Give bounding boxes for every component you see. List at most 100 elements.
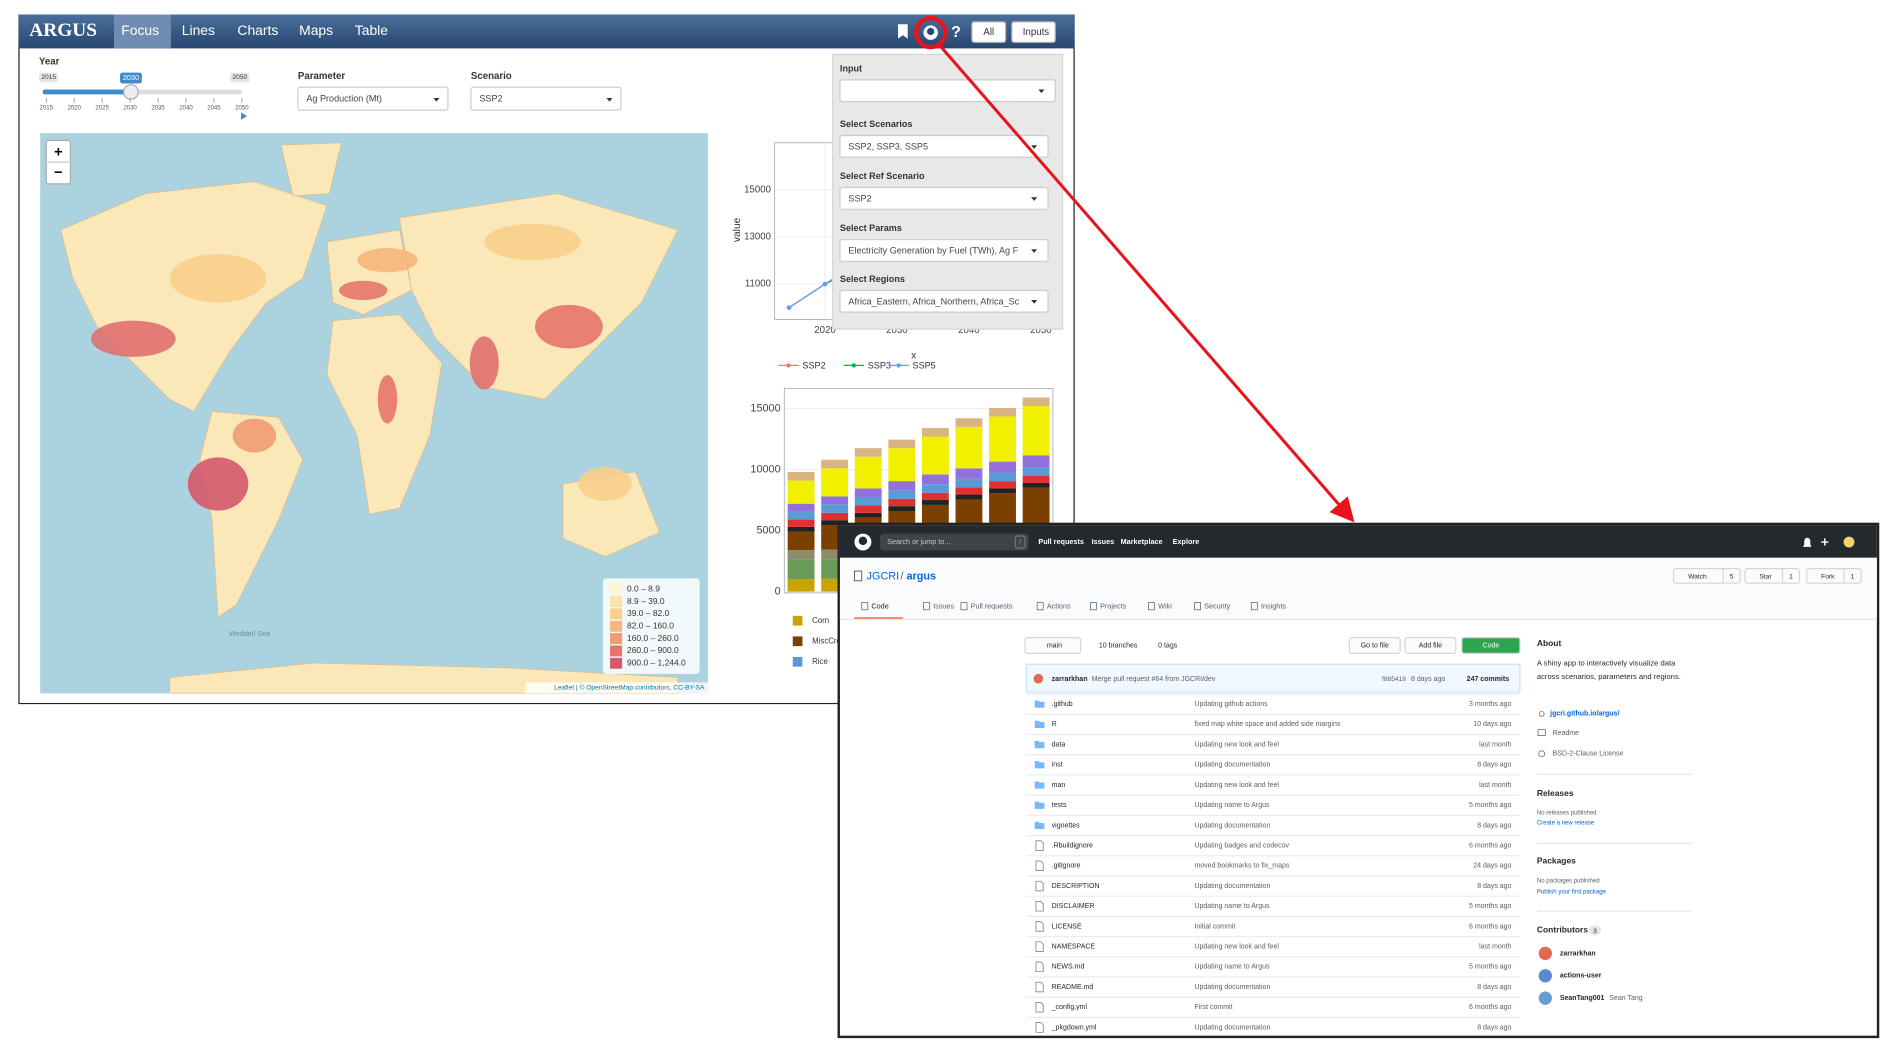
file-name[interactable]: DESCRIPTION (1052, 883, 1100, 890)
zoom-out[interactable]: − (54, 165, 62, 181)
file-name[interactable]: tests (1052, 802, 1067, 809)
packages-title[interactable]: Packages (1537, 856, 1576, 866)
repo-tab[interactable]: Insights (1261, 602, 1286, 611)
contributor-avatar[interactable] (1538, 969, 1552, 983)
gh-bell[interactable] (1803, 537, 1812, 547)
file-commit-message[interactable]: Updating new look and feel (1194, 782, 1279, 789)
file-name[interactable]: NAMESPACE (1052, 944, 1096, 951)
repo-action-button[interactable] (1744, 568, 1801, 584)
repo-action-count[interactable]: 1 (1851, 573, 1855, 580)
file-commit-message[interactable]: Updating github actions (1194, 701, 1268, 708)
file-commit-message[interactable]: moved bookmarks to fix_maps (1194, 863, 1289, 870)
file-name[interactable]: data (1052, 741, 1066, 748)
slider-handle[interactable] (123, 84, 139, 100)
tags-link[interactable]: 0 tags (1158, 642, 1178, 649)
scenario-value[interactable]: SSP2 (479, 94, 502, 104)
file-name[interactable]: DISCLAIMER (1052, 903, 1095, 910)
input-value[interactable]: Electricity Generation by Fuel (TWh), Ag… (848, 245, 1018, 255)
file-commit-message[interactable]: Updating documentation (1194, 1024, 1270, 1031)
file-name[interactable]: man (1052, 782, 1066, 789)
repo-action-count[interactable]: 5 (1730, 573, 1734, 580)
file-commit-message[interactable]: Updating badges and codecov (1194, 842, 1289, 849)
bookmark-icon[interactable] (898, 24, 908, 39)
repo-owner[interactable]: JGCRI (867, 570, 900, 582)
repo-action-button[interactable] (1806, 568, 1862, 584)
repo-action-label[interactable]: Star (1759, 573, 1772, 580)
contributor-avatar[interactable] (1538, 991, 1552, 1005)
nav-tab[interactable]: Charts (237, 22, 278, 38)
repo-button-label[interactable]: Code (1483, 642, 1500, 649)
file-commit-message[interactable]: Updating new look and feel (1194, 741, 1279, 748)
file-commit-message[interactable]: fixed map white space and added side mar… (1194, 721, 1340, 728)
contributor-login[interactable]: actions-user (1560, 973, 1602, 980)
all-button-label[interactable]: All (983, 27, 994, 38)
commit-count[interactable]: 247 commits (1467, 676, 1510, 683)
repo-tab[interactable]: Pull requests (971, 602, 1013, 611)
parameter-select[interactable] (297, 86, 449, 111)
file-commit-message[interactable]: First commit (1194, 1004, 1232, 1011)
gh-nav-link[interactable]: Pull requests (1038, 537, 1084, 546)
repo-tab[interactable]: Issues (933, 602, 954, 611)
input-value[interactable]: SSP2, SSP3, SSP5 (848, 141, 928, 151)
gh-plus[interactable] (1821, 538, 1829, 546)
input-value[interactable]: SSP2 (848, 193, 871, 203)
contributor-avatar[interactable] (1538, 946, 1552, 961)
packages-link[interactable]: Publish your first package (1537, 889, 1607, 895)
repo-tab[interactable]: Security (1204, 602, 1231, 611)
input-select[interactable] (839, 186, 1049, 210)
repo-button-label[interactable]: Add file (1419, 642, 1442, 649)
repo-tab[interactable]: Projects (1100, 602, 1127, 611)
all-button[interactable] (971, 21, 1007, 43)
contributor-login[interactable]: zarrarkhan (1560, 950, 1596, 957)
repo-button[interactable] (1461, 637, 1521, 654)
file-name[interactable]: LICENSE (1052, 923, 1082, 930)
nav-tab[interactable]: Maps (299, 22, 333, 38)
nav-tab[interactable]: Table (355, 22, 389, 38)
file-name[interactable]: _pkgdown.yml (1051, 1024, 1097, 1031)
file-commit-message[interactable]: Updating documentation (1194, 883, 1270, 890)
file-commit-message[interactable]: Updating documentation (1194, 762, 1270, 769)
commit-author[interactable]: zarrarkhan (1052, 676, 1088, 683)
input-select[interactable] (839, 289, 1049, 313)
file-name[interactable]: .Rbuildignore (1052, 842, 1093, 849)
file-commit-message[interactable]: Updating name to Argus (1194, 802, 1270, 809)
file-commit-message[interactable]: Initial commit (1194, 923, 1235, 930)
commit-sha[interactable]: f885418 (1382, 676, 1406, 683)
about-link[interactable]: jgcri.github.io/argus/ (1549, 711, 1619, 718)
input-select[interactable] (839, 134, 1049, 158)
gh-nav-link[interactable]: Issues (1092, 537, 1115, 546)
zoom-in[interactable]: + (54, 144, 62, 160)
nav-tab[interactable]: Focus (121, 22, 159, 38)
repo-action-count[interactable]: 1 (1789, 573, 1793, 580)
nav-tab[interactable]: Lines (182, 22, 215, 38)
scenario-select[interactable] (470, 86, 622, 111)
gh-avatar[interactable] (1843, 536, 1855, 548)
commit-message[interactable]: Merge pull request #64 from JGCRI/dev (1092, 676, 1216, 683)
branches-link[interactable]: 10 branches (1099, 642, 1138, 649)
input-select[interactable] (839, 79, 1056, 103)
help-icon[interactable]: ? (951, 24, 961, 41)
releases-title[interactable]: Releases (1537, 788, 1574, 798)
file-commit-message[interactable]: Updating documentation (1194, 822, 1270, 829)
repo-action-label[interactable]: Watch (1688, 573, 1707, 580)
file-name[interactable]: README.md (1052, 984, 1094, 991)
repo-button[interactable] (1404, 637, 1457, 654)
file-commit-message[interactable]: Updating name to Argus (1194, 964, 1270, 971)
readme-link[interactable]: Readme (1553, 730, 1580, 737)
file-name[interactable]: vignettes (1052, 822, 1081, 829)
file-name[interactable]: .github (1052, 701, 1073, 708)
file-commit-message[interactable]: Updating documentation (1194, 984, 1270, 991)
input-select[interactable] (839, 238, 1049, 262)
branch-name[interactable]: main (1047, 642, 1062, 649)
repo-name[interactable]: argus (906, 570, 936, 582)
inputs-button[interactable] (1011, 21, 1056, 43)
file-name[interactable]: R (1052, 721, 1057, 728)
repo-tab[interactable]: Actions (1047, 602, 1071, 611)
inputs-button-label[interactable]: Inputs (1023, 27, 1049, 38)
file-commit-message[interactable]: Updating name to Argus (1194, 903, 1270, 910)
file-name[interactable]: .gitignore (1052, 863, 1081, 870)
repo-action-label[interactable]: Fork (1821, 573, 1835, 580)
parameter-value[interactable]: Ag Production (Mt) (306, 94, 382, 104)
file-name[interactable]: inst (1052, 762, 1063, 769)
play-button[interactable] (241, 112, 248, 120)
